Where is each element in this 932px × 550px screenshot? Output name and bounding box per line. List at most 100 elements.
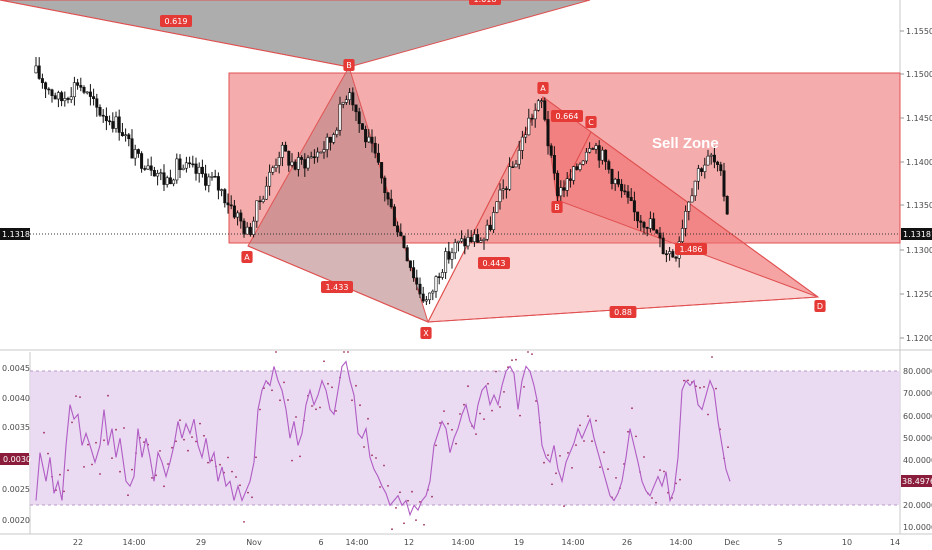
ratio-label-bg (551, 110, 583, 122)
rsi-dot (467, 385, 469, 388)
candle-body (357, 111, 361, 124)
rsi-dot (127, 494, 129, 497)
rsi-dot (387, 485, 389, 487)
candle-body (223, 189, 227, 204)
candle-body (450, 252, 454, 260)
candle-body (396, 225, 400, 233)
candle-body (335, 129, 339, 135)
candle-body (476, 234, 480, 243)
price-tick-label: 1.13000 (906, 246, 932, 255)
ratio-label-bg (478, 257, 510, 269)
candle-body (658, 232, 662, 239)
candle-body (271, 167, 275, 173)
candle-body (540, 100, 544, 102)
rsi-dot (187, 449, 189, 452)
rsi-dot (243, 521, 245, 523)
candle-body (485, 224, 489, 240)
price-tick-label: 1.12500 (906, 290, 932, 299)
rsi-dot (683, 379, 685, 382)
candle-body (226, 202, 230, 206)
candle-body (725, 196, 729, 215)
candle-body (133, 149, 137, 159)
candle-body (149, 165, 153, 171)
candle-body (162, 172, 166, 185)
rsi-dot (707, 413, 709, 416)
time-tick-label: 14:00 (122, 538, 145, 547)
candle-body (300, 157, 304, 160)
candle-body (613, 178, 617, 184)
rsi-dot (551, 483, 553, 486)
candle-body (511, 166, 515, 169)
rsi-dot (579, 424, 581, 427)
rsi-left-tag: 0.0030 (0, 453, 31, 465)
candle-body (498, 189, 502, 203)
candle-body (47, 88, 51, 91)
candle-body (552, 155, 556, 174)
rsi-dot (91, 463, 93, 466)
candle-body (575, 166, 579, 170)
candle-body (684, 211, 688, 229)
candle-body (456, 240, 460, 243)
candle-body (248, 226, 252, 235)
rsi-dot (75, 395, 77, 397)
candle-body (56, 92, 60, 100)
candle-body (402, 235, 406, 248)
candle-body (709, 154, 713, 157)
rsi-dot (315, 408, 317, 411)
rsi-dot (635, 435, 637, 438)
candle-body (722, 170, 726, 197)
rsi-dot (235, 476, 237, 478)
rsi-dot (571, 467, 573, 469)
candle-body (360, 123, 364, 130)
rsi-dot (567, 452, 569, 454)
rsi-dot (479, 412, 481, 415)
rsi-dot (323, 360, 325, 363)
candle-body (344, 99, 348, 103)
candle-body (322, 149, 326, 153)
candle-body (127, 134, 131, 140)
xab-red-wedge (248, 67, 428, 322)
x-a-line (427, 96, 544, 323)
rsi-dot (155, 474, 157, 477)
candle-body (444, 251, 448, 273)
candle-body (261, 198, 265, 202)
candle-body (527, 117, 531, 136)
candle-body (338, 103, 342, 131)
rsi-dot (295, 416, 297, 418)
candle-body (405, 247, 409, 262)
candle-body (642, 222, 646, 228)
candle-body (280, 144, 284, 158)
rsi-dot (431, 495, 433, 498)
candle-body (159, 172, 163, 175)
rsi-dot (559, 455, 561, 457)
rsi-dot (59, 473, 61, 476)
rsi-dot (63, 490, 65, 493)
candle-body (364, 129, 368, 143)
ratio-label: 0.443 (483, 259, 506, 268)
candle-body (60, 92, 64, 102)
rsi-dot (67, 469, 69, 472)
candle-body (328, 136, 332, 143)
candle-body (508, 166, 512, 190)
candle-body (668, 251, 672, 255)
rsi-dot (111, 457, 113, 459)
rsi-dot (379, 486, 381, 488)
rsi-dot (299, 455, 301, 458)
candle-body (428, 292, 432, 301)
candles (34, 56, 729, 306)
candle-body (143, 168, 147, 170)
candle-body (232, 205, 236, 218)
rsi-left-tick-label: 0.0045 (2, 364, 30, 373)
pattern-point-label: A (540, 84, 546, 93)
rsi-dot (275, 351, 277, 353)
candle-body (501, 188, 505, 191)
candle-body (354, 104, 358, 113)
candle-body (581, 160, 585, 165)
rsi-dot (95, 441, 97, 444)
rsi-dot (451, 428, 453, 431)
rsi-dot (71, 421, 73, 424)
time-tick-label: 14:00 (345, 538, 368, 547)
